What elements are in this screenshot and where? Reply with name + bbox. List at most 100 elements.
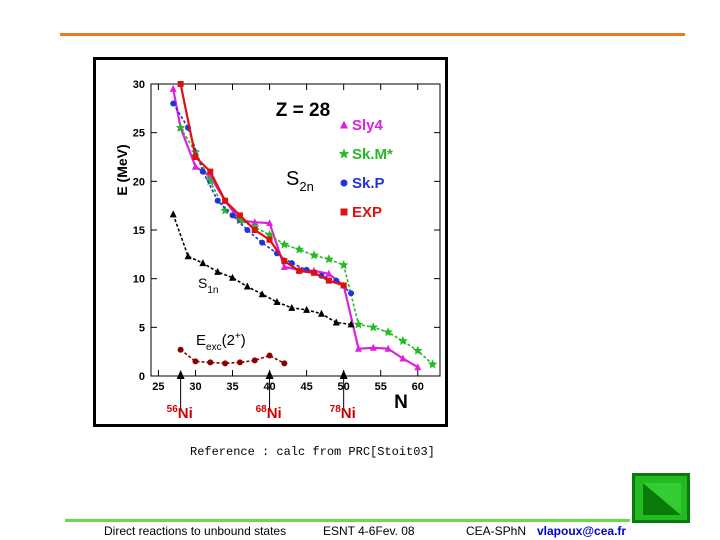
isotope-arrow-head — [265, 370, 274, 379]
isotope-78-ni: 78Ni — [330, 370, 356, 422]
series-s1n — [169, 210, 355, 328]
s1n-subscript: 1n — [207, 285, 218, 296]
chart-panel: 0 5 10 15 20 25 30 25 30 35 40 45 50 55 60 E (MeV) N … — [96, 60, 445, 424]
chart-legend: Sly4 Sk.M* Sk.P EXP — [338, 117, 393, 221]
data-point — [243, 282, 251, 290]
data-point — [427, 359, 438, 369]
triangle-next-icon — [643, 483, 681, 515]
chart-title: Z = 28 — [276, 100, 330, 121]
y-tick-label: 20 — [133, 176, 145, 188]
s1n-label: S — [198, 275, 207, 291]
legend-item: Sk.M* — [338, 146, 393, 163]
data-point — [266, 352, 273, 359]
data-point — [332, 318, 340, 326]
x-tick-label: 60 — [412, 381, 424, 393]
legend-marker — [338, 148, 350, 159]
isotope-arrow-head — [176, 370, 185, 379]
plot-area — [150, 83, 441, 377]
legend-marker — [340, 208, 348, 216]
data-point — [273, 298, 281, 306]
isotope-mass: 56 — [167, 404, 179, 415]
series-sk-m- — [175, 122, 438, 369]
legend-marker — [340, 120, 348, 129]
isotope-56-ni: 56Ni — [167, 370, 193, 422]
footer-event: ESNT 4-6Fev. 08 — [323, 524, 415, 538]
footer-email[interactable]: vlapoux@cea.fr — [537, 524, 627, 538]
chart-series-group — [169, 81, 438, 371]
isotope-arrow-head — [339, 370, 348, 379]
data-point — [288, 303, 296, 311]
series-eexc — [177, 346, 288, 367]
isotope-label: 56Ni — [167, 404, 193, 422]
data-point — [348, 290, 355, 297]
eexc-annotation: Eexc(2+) — [196, 331, 246, 353]
data-point — [244, 227, 251, 233]
data-point — [251, 357, 258, 364]
data-point — [207, 168, 214, 175]
next-slide-button[interactable] — [632, 473, 690, 523]
isotope-mass: 78 — [330, 404, 342, 415]
data-point — [184, 252, 192, 260]
data-point — [281, 360, 288, 367]
isotope-label: 68Ni — [256, 404, 282, 422]
data-point — [259, 239, 266, 246]
legend-label: Sly4 — [352, 117, 384, 134]
data-point — [266, 219, 274, 227]
isotope-element: Ni — [341, 405, 356, 422]
legend-label: EXP — [352, 204, 382, 221]
x-tick-label: 30 — [189, 381, 201, 393]
footer-title: Direct reactions to unbound states — [104, 524, 287, 538]
data-point — [413, 345, 423, 355]
y-tick-label: 25 — [133, 128, 145, 140]
data-point — [294, 244, 304, 254]
data-point — [192, 358, 199, 365]
data-point — [324, 254, 334, 264]
svg-text:S2n: S2n — [286, 168, 314, 194]
data-point — [398, 336, 408, 345]
data-point — [229, 273, 237, 281]
y-tick-label: 10 — [133, 274, 145, 286]
data-point — [309, 250, 319, 260]
data-point — [281, 258, 288, 265]
data-point — [296, 267, 303, 274]
eexc-close: ) — [241, 332, 246, 349]
data-point — [177, 346, 184, 353]
eexc-label: E — [196, 332, 206, 349]
data-point — [207, 359, 214, 366]
data-point — [325, 277, 332, 284]
data-point — [258, 290, 266, 298]
data-point — [340, 282, 347, 289]
y-axis-label: E (MeV) — [114, 144, 130, 195]
top-accent-rule — [60, 33, 685, 36]
reference-text: Reference : calc from PRC[Stoit03] — [190, 445, 435, 459]
data-point — [369, 343, 377, 351]
legend-marker — [340, 179, 348, 187]
series-exp — [177, 81, 347, 289]
x-tick-label: 25 — [152, 381, 164, 393]
isotope-68-ni: 68Ni — [256, 370, 282, 422]
s1n-annotation: S1n — [198, 275, 218, 296]
isotope-element: Ni — [267, 405, 282, 422]
data-point — [177, 81, 184, 87]
y-tick-label: 0 — [139, 371, 145, 383]
data-point — [236, 212, 243, 219]
data-point — [414, 363, 422, 371]
data-point — [368, 322, 379, 332]
eexc-superscript: + — [235, 331, 241, 342]
series-line — [172, 103, 352, 294]
chart-frame: 0 5 10 15 20 25 30 25 30 35 40 45 50 55 60 E (MeV) N … — [93, 57, 448, 427]
isotope-element: Ni — [178, 405, 193, 422]
data-point — [214, 197, 221, 204]
legend-item: Sly4 — [340, 117, 384, 134]
data-point — [175, 122, 186, 132]
data-point — [222, 360, 229, 367]
legend-item: EXP — [340, 204, 382, 221]
s2n-subscript: 2n — [299, 179, 313, 194]
x-tick-label: 55 — [375, 381, 387, 393]
x-axis-label: N — [394, 392, 408, 413]
data-point — [383, 327, 393, 337]
y-tick-label: 5 — [139, 322, 145, 334]
data-point — [317, 309, 325, 317]
